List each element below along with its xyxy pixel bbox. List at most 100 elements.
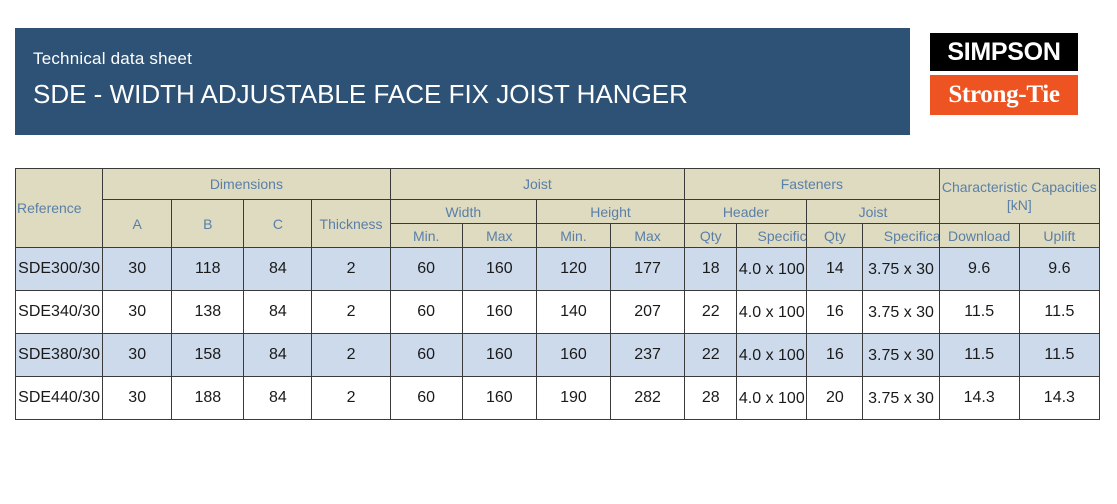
cell-width-max: 160 bbox=[461, 333, 537, 377]
cell-joist-spec: 3.75 x 30 bbox=[862, 290, 940, 334]
cell-height-min: 140 bbox=[535, 290, 612, 334]
table-header-row-groups: Reference Dimensions Joist Fasteners Cha… bbox=[14, 168, 1101, 248]
cell-c: 84 bbox=[243, 376, 313, 420]
cell-download: 11.5 bbox=[938, 290, 1020, 334]
col-group-joist-height: Height bbox=[535, 199, 686, 224]
cell-a: 30 bbox=[102, 247, 173, 291]
cell-width-min: 60 bbox=[389, 333, 463, 377]
col-c: C bbox=[243, 199, 313, 248]
cell-width-min: 60 bbox=[389, 247, 463, 291]
col-group-fasteners: Fasteners bbox=[684, 168, 940, 200]
col-group-joist-width: Width bbox=[389, 199, 537, 224]
cell-joist-spec: 3.75 x 30 bbox=[862, 247, 940, 291]
logo-simpson-block: SIMPSON bbox=[930, 33, 1078, 71]
logo-strongtie-block: Strong-Tie bbox=[930, 75, 1078, 115]
cell-a: 30 bbox=[102, 290, 173, 334]
table-head: Reference Dimensions Joist Fasteners Cha… bbox=[14, 168, 1101, 248]
col-header-qty: Qty bbox=[684, 223, 738, 248]
table-body: SDE300/30 30 118 84 2 60 160 120 177 18 4.0 x 100 1… bbox=[14, 247, 1101, 420]
col-width-min: Min. bbox=[389, 223, 463, 248]
cell-joist-qty: 14 bbox=[806, 247, 864, 291]
cell-uplift: 14.3 bbox=[1018, 376, 1101, 420]
col-width-max: Max bbox=[461, 223, 537, 248]
cell-height-max: 282 bbox=[609, 376, 686, 420]
cell-joist-qty: 20 bbox=[806, 376, 864, 420]
table-header-row-sub: A B C Thickness Width Height Header Jois… bbox=[16, 199, 1100, 248]
page-title: SDE - WIDTH ADJUSTABLE FACE FIX JOIST HA… bbox=[33, 79, 688, 109]
col-group-reference-label: Reference bbox=[17, 200, 82, 216]
cell-width-max: 160 bbox=[461, 376, 537, 420]
document-subtitle: Technical data sheet bbox=[33, 49, 192, 68]
cell-height-min: 190 bbox=[535, 376, 612, 420]
col-height-min: Min. bbox=[535, 223, 612, 248]
col-group-joist: Joist bbox=[389, 168, 686, 200]
cell-header-spec: 4.0 x 100 bbox=[736, 290, 808, 334]
cell-c: 84 bbox=[243, 247, 313, 291]
col-group-dimensions: Dimensions bbox=[102, 168, 391, 200]
cell-uplift: 11.5 bbox=[1018, 333, 1101, 377]
table-row: SDE300/30 30 118 84 2 60 160 120 177 18 4.0 x 100 1… bbox=[14, 247, 1101, 291]
cell-download: 14.3 bbox=[938, 376, 1020, 420]
cell-header-qty: 28 bbox=[684, 376, 738, 420]
col-header-specification-label: Specification bbox=[757, 227, 807, 244]
cell-download: 11.5 bbox=[938, 333, 1020, 377]
cell-download: 9.6 bbox=[938, 247, 1020, 291]
cell-reference: SDE440/30 bbox=[14, 376, 104, 420]
col-group-fastener-joist: Joist bbox=[806, 199, 940, 224]
cell-a: 30 bbox=[102, 333, 173, 377]
cell-b: 188 bbox=[171, 376, 245, 420]
col-uplift: Uplift bbox=[1018, 223, 1101, 248]
cell-header-qty: 22 bbox=[684, 333, 738, 377]
cell-thickness: 2 bbox=[311, 247, 391, 291]
cell-b: 138 bbox=[171, 290, 245, 334]
cell-reference: SDE300/30 bbox=[14, 247, 104, 291]
col-joist-specification: Specification bbox=[862, 223, 940, 248]
col-header-specification: Specification bbox=[736, 223, 808, 248]
col-b: B bbox=[171, 199, 245, 248]
title-banner: Technical data sheet SDE - WIDTH ADJUSTA… bbox=[15, 28, 910, 135]
col-a: A bbox=[102, 199, 173, 248]
table-row: SDE380/30 30 158 84 2 60 160 160 237 22 4.0 x 100 1… bbox=[14, 333, 1101, 377]
simpson-strong-tie-logo: SIMPSON Strong-Tie bbox=[930, 33, 1078, 117]
cell-width-max: 160 bbox=[461, 290, 537, 334]
cell-thickness: 2 bbox=[311, 376, 391, 420]
col-joist-qty: Qty bbox=[806, 223, 864, 248]
cell-reference: SDE340/30 bbox=[14, 290, 104, 334]
col-group-fastener-header: Header bbox=[684, 199, 808, 224]
cell-uplift: 11.5 bbox=[1018, 290, 1101, 334]
cell-height-max: 207 bbox=[609, 290, 686, 334]
cell-width-min: 60 bbox=[389, 376, 463, 420]
cell-joist-spec: 3.75 x 30 bbox=[862, 333, 940, 377]
cell-reference: SDE380/30 bbox=[14, 333, 104, 377]
col-joist-specification-label: Specification bbox=[883, 227, 940, 244]
cell-header-spec: 4.0 x 100 bbox=[736, 376, 808, 420]
col-group-reference: Reference bbox=[14, 168, 104, 248]
cell-height-min: 160 bbox=[535, 333, 612, 377]
cell-c: 84 bbox=[243, 290, 313, 334]
col-group-characteristic-capacities: Characteristic Capacities [kN] bbox=[938, 168, 1101, 224]
cell-joist-qty: 16 bbox=[806, 290, 864, 334]
cell-b: 118 bbox=[171, 247, 245, 291]
technical-data-table: Reference Dimensions Joist Fasteners Cha… bbox=[14, 168, 1101, 420]
cell-c: 84 bbox=[243, 333, 313, 377]
cell-header-qty: 18 bbox=[684, 247, 738, 291]
cell-header-qty: 22 bbox=[684, 290, 738, 334]
cell-thickness: 2 bbox=[311, 290, 391, 334]
col-thickness: Thickness bbox=[311, 199, 391, 248]
cell-joist-spec: 3.75 x 30 bbox=[862, 376, 940, 420]
cell-thickness: 2 bbox=[311, 333, 391, 377]
logo-simpson-text: SIMPSON bbox=[947, 37, 1061, 66]
cell-a: 30 bbox=[102, 376, 173, 420]
logo-strongtie-text: Strong-Tie bbox=[948, 81, 1060, 108]
cell-height-max: 237 bbox=[609, 333, 686, 377]
cell-width-min: 60 bbox=[389, 290, 463, 334]
cell-joist-qty: 16 bbox=[806, 333, 864, 377]
cell-b: 158 bbox=[171, 333, 245, 377]
cell-header-spec: 4.0 x 100 bbox=[736, 333, 808, 377]
col-download: Download bbox=[938, 223, 1020, 248]
cell-height-max: 177 bbox=[609, 247, 686, 291]
table-row: SDE340/30 30 138 84 2 60 160 140 207 22 4.0 x 100 1… bbox=[14, 290, 1101, 334]
cell-height-min: 120 bbox=[535, 247, 612, 291]
cell-width-max: 160 bbox=[461, 247, 537, 291]
table-row: SDE440/30 30 188 84 2 60 160 190 282 28 4.0 x 100 2… bbox=[14, 376, 1101, 420]
